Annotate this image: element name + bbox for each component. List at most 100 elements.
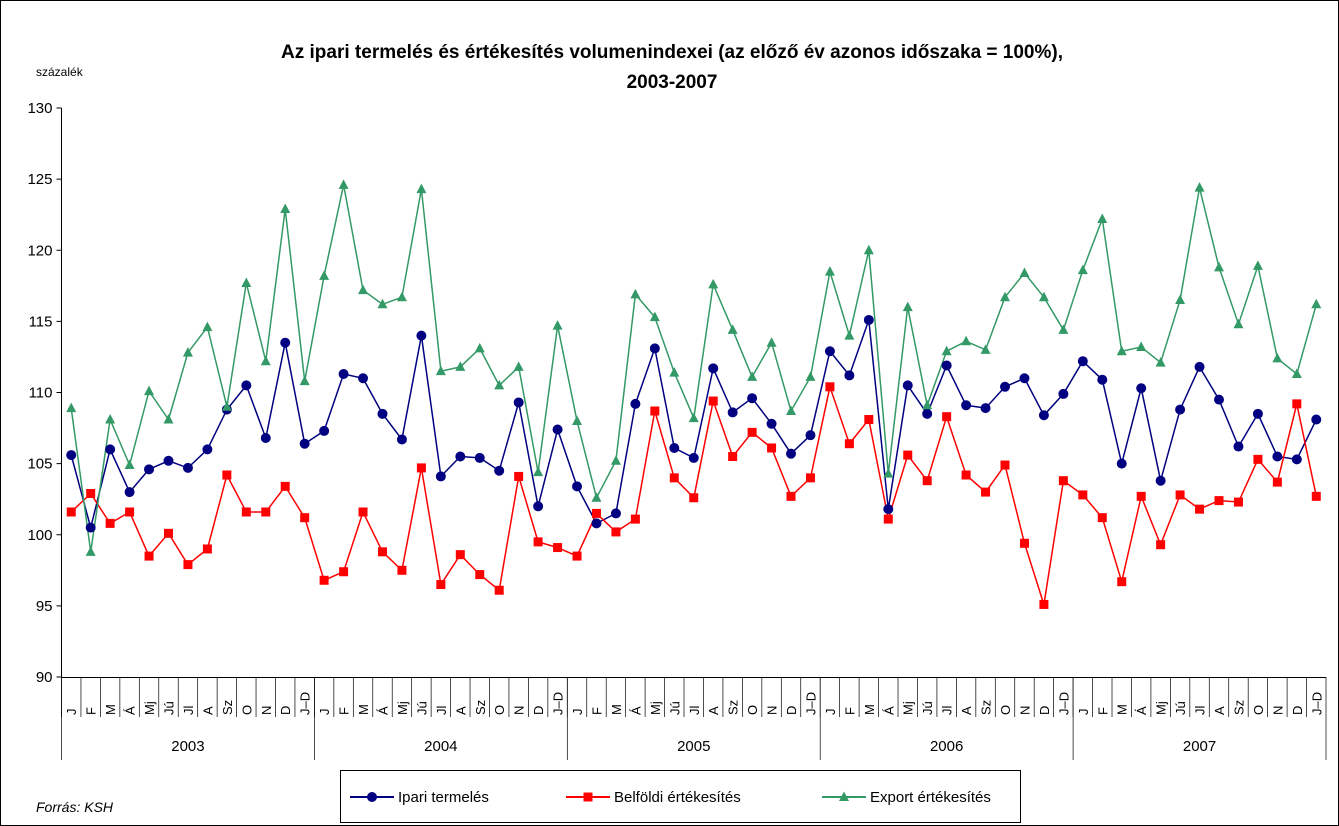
x-tick-label: F	[842, 707, 857, 715]
group-label: 2006	[930, 738, 963, 755]
x-tick-label: Jl	[687, 706, 702, 716]
marker	[747, 427, 757, 437]
marker	[1155, 357, 1166, 367]
marker	[669, 442, 680, 453]
marker	[396, 434, 407, 445]
marker	[125, 507, 135, 517]
marker	[863, 314, 874, 325]
marker	[611, 527, 621, 537]
x-tick-label: Mj	[395, 701, 410, 715]
x-tick-label: J–D	[551, 692, 566, 715]
chart-title: Az ipari termelés és értékesítés volumen…	[281, 42, 1063, 63]
marker	[844, 370, 855, 381]
marker	[1097, 513, 1107, 523]
marker	[980, 403, 991, 414]
x-tick-label: F	[84, 707, 99, 715]
x-tick-label: Á	[1134, 706, 1149, 715]
marker	[416, 330, 427, 341]
x-tick-label: J	[317, 709, 332, 716]
marker	[163, 528, 173, 538]
x-tick-label: Á	[375, 706, 390, 715]
x-tick-label: Mj	[901, 701, 916, 715]
marker	[961, 470, 971, 480]
marker	[864, 415, 874, 425]
marker	[786, 448, 797, 459]
y-tick-label: 105	[27, 456, 52, 473]
marker	[824, 346, 835, 357]
marker	[980, 344, 991, 354]
marker	[941, 345, 952, 356]
marker	[221, 401, 232, 411]
marker	[474, 452, 485, 463]
marker	[144, 551, 154, 561]
marker	[1233, 441, 1244, 452]
group-label: 2003	[171, 738, 204, 755]
marker	[1000, 381, 1011, 392]
marker	[553, 543, 563, 553]
x-tick-label: N	[1017, 706, 1032, 715]
group-label: 2007	[1183, 738, 1216, 755]
marker	[922, 408, 933, 419]
marker	[1272, 451, 1283, 462]
x-tick-label: M	[862, 704, 877, 715]
marker	[669, 367, 680, 377]
marker	[436, 580, 446, 590]
x-tick-label: D	[1290, 706, 1305, 715]
marker	[300, 513, 310, 523]
marker	[367, 792, 377, 802]
marker	[435, 365, 446, 376]
marker	[1019, 538, 1029, 548]
marker	[1019, 267, 1030, 278]
marker	[1077, 264, 1088, 275]
marker	[961, 335, 972, 346]
marker	[1058, 324, 1069, 334]
marker	[630, 288, 641, 299]
marker	[863, 244, 874, 255]
marker	[222, 470, 232, 480]
marker	[844, 439, 854, 449]
marker	[1078, 490, 1088, 500]
marker	[649, 311, 660, 322]
marker	[942, 412, 952, 422]
group-label: 2004	[424, 738, 457, 755]
marker	[1000, 291, 1011, 302]
marker	[1136, 491, 1146, 501]
marker	[66, 402, 77, 413]
x-tick-label: Jl	[181, 706, 196, 716]
x-tick-label: Sz	[979, 700, 994, 715]
marker	[591, 518, 602, 529]
marker	[85, 522, 96, 533]
marker	[241, 277, 252, 287]
marker	[708, 363, 719, 374]
marker	[319, 425, 330, 436]
marker	[747, 371, 758, 381]
marker	[280, 203, 291, 213]
marker	[1252, 260, 1263, 270]
marker	[1233, 318, 1244, 329]
x-tick-label: A	[453, 706, 468, 715]
x-tick-label: A	[706, 706, 721, 715]
marker	[805, 371, 816, 381]
x-tick-label: M	[609, 704, 624, 715]
x-tick-label: D	[278, 706, 293, 715]
marker	[1311, 298, 1322, 309]
x-tick-label: M	[103, 704, 118, 715]
marker	[708, 278, 719, 289]
marker	[1058, 388, 1069, 399]
marker	[1291, 454, 1302, 465]
marker	[610, 455, 621, 465]
marker	[922, 476, 932, 486]
marker	[338, 369, 349, 380]
marker	[824, 266, 835, 276]
marker	[338, 179, 349, 189]
x-tick-label: A	[1212, 706, 1227, 715]
marker	[144, 385, 155, 396]
marker	[1292, 399, 1302, 409]
marker	[455, 451, 466, 462]
marker	[1077, 356, 1088, 367]
marker	[299, 438, 310, 449]
marker	[202, 321, 213, 332]
marker	[1155, 475, 1166, 486]
marker	[572, 415, 583, 425]
marker	[494, 465, 505, 476]
